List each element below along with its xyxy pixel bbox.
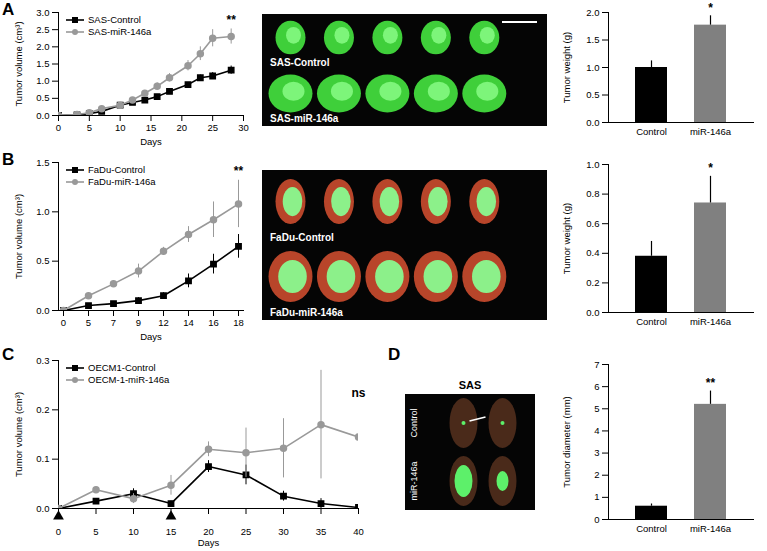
- html-text:FaDu-miR-146a: FaDu-miR-146a: [88, 176, 156, 187]
- svg-text:SAS-Control: SAS-Control: [270, 57, 330, 68]
- svg-text:Control: Control: [636, 523, 667, 534]
- svg-text:1.5: 1.5: [36, 58, 49, 69]
- svg-text:3.0: 3.0: [36, 7, 49, 18]
- svg-text:9: 9: [136, 317, 141, 328]
- svg-text:5: 5: [86, 317, 91, 328]
- svg-text:**: **: [226, 13, 236, 27]
- html-text:D: D: [388, 345, 401, 364]
- svg-text:25: 25: [207, 122, 218, 133]
- svg-text:0.6: 0.6: [586, 218, 599, 229]
- svg-text:14: 14: [183, 317, 194, 328]
- svg-text:1.0: 1.0: [586, 159, 599, 170]
- svg-text:Tumor volume (cm³): Tumor volume (cm³): [13, 21, 24, 106]
- svg-text:Tumor weight (g): Tumor weight (g): [561, 32, 572, 103]
- svg-text:Control: Control: [409, 408, 419, 437]
- svg-text:16: 16: [208, 317, 219, 328]
- svg-text:25: 25: [241, 526, 252, 537]
- svg-text:FaDu-Control: FaDu-Control: [270, 232, 334, 243]
- svg-text:0.0: 0.0: [36, 305, 49, 316]
- svg-text:30: 30: [238, 122, 249, 133]
- svg-text:0.5: 0.5: [36, 255, 49, 266]
- svg-text:Control: Control: [636, 316, 667, 327]
- svg-text:Tumor volume (cm³): Tumor volume (cm³): [13, 194, 24, 279]
- html-text:B: B: [2, 150, 15, 169]
- svg-text:SAS: SAS: [459, 379, 482, 391]
- html-text:OECM1-Control: OECM1-Control: [88, 362, 156, 373]
- svg-text:1.0: 1.0: [36, 206, 49, 217]
- svg-text:0: 0: [61, 317, 66, 328]
- svg-text:20: 20: [177, 122, 188, 133]
- svg-text:0.8: 0.8: [586, 188, 599, 199]
- svg-text:3: 3: [594, 447, 599, 458]
- svg-text:30: 30: [278, 526, 289, 537]
- svg-text:FaDu-miR-146a: FaDu-miR-146a: [270, 307, 343, 318]
- svg-text:0.4: 0.4: [586, 247, 599, 258]
- svg-text:Days: Days: [198, 537, 220, 548]
- svg-text:**: **: [234, 164, 244, 178]
- html-text:OECM-1-miR-146a: OECM-1-miR-146a: [88, 374, 170, 385]
- svg-text:15: 15: [146, 122, 157, 133]
- svg-text:0.2: 0.2: [36, 404, 49, 415]
- svg-text:1.0: 1.0: [586, 62, 599, 73]
- svg-text:0: 0: [594, 514, 599, 525]
- svg-text:miR-146a: miR-146a: [690, 523, 732, 534]
- svg-text:Days: Days: [140, 136, 162, 147]
- svg-text:1.5: 1.5: [36, 157, 49, 168]
- svg-text:1.5: 1.5: [586, 34, 599, 45]
- svg-text:*: *: [708, 1, 713, 15]
- svg-text:0.0: 0.0: [586, 117, 599, 128]
- svg-text:4: 4: [594, 425, 599, 436]
- svg-text:7: 7: [111, 317, 116, 328]
- svg-text:Control: Control: [636, 126, 667, 137]
- svg-text:ns: ns: [351, 386, 365, 400]
- svg-text:18: 18: [233, 317, 244, 328]
- html-text:C: C: [2, 345, 15, 364]
- svg-text:SAS-miR-146a: SAS-miR-146a: [270, 113, 339, 124]
- svg-text:*: *: [708, 161, 713, 175]
- svg-text:0.0: 0.0: [36, 110, 49, 121]
- svg-text:Tumor weight (g): Tumor weight (g): [561, 203, 572, 274]
- svg-text:2.5: 2.5: [36, 24, 49, 35]
- svg-text:**: **: [706, 376, 716, 390]
- svg-text:5: 5: [93, 526, 98, 537]
- svg-text:0: 0: [56, 122, 61, 133]
- svg-text:0.5: 0.5: [586, 89, 599, 100]
- svg-text:35: 35: [316, 526, 327, 537]
- svg-text:40: 40: [353, 526, 364, 537]
- svg-text:miR-146a: miR-146a: [690, 126, 732, 137]
- svg-text:7: 7: [594, 359, 599, 370]
- svg-text:1: 1: [594, 491, 599, 502]
- svg-text:0.1: 0.1: [36, 453, 49, 464]
- svg-text:0.0: 0.0: [36, 503, 49, 514]
- svg-text:miR-146a: miR-146a: [690, 316, 732, 327]
- svg-text:Tumor diameter (mm): Tumor diameter (mm): [561, 396, 572, 488]
- html-text:A: A: [2, 0, 15, 19]
- svg-text:Tumor volume (cm³): Tumor volume (cm³): [13, 392, 24, 477]
- html-text:FaDu-Control: FaDu-Control: [88, 164, 145, 175]
- svg-text:miR-146a: miR-146a: [409, 461, 419, 500]
- svg-text:5: 5: [594, 403, 599, 414]
- svg-text:0.5: 0.5: [36, 92, 49, 103]
- svg-text:0.3: 0.3: [36, 355, 49, 366]
- svg-text:20: 20: [203, 526, 214, 538]
- svg-text:12: 12: [158, 317, 169, 328]
- svg-text:10: 10: [115, 122, 126, 133]
- svg-text:0: 0: [56, 526, 61, 537]
- html-text:SAS-miR-146a: SAS-miR-146a: [88, 26, 152, 37]
- svg-text:1.0: 1.0: [36, 75, 49, 86]
- html-text:SAS-Control: SAS-Control: [88, 14, 141, 25]
- svg-text:6: 6: [594, 381, 599, 392]
- svg-text:2: 2: [594, 469, 599, 480]
- svg-text:2.0: 2.0: [36, 41, 49, 52]
- svg-text:5: 5: [87, 122, 92, 133]
- svg-text:Days: Days: [140, 331, 162, 342]
- svg-text:10: 10: [128, 526, 139, 537]
- svg-text:0.0: 0.0: [586, 307, 599, 318]
- svg-text:2.0: 2.0: [586, 7, 599, 18]
- svg-text:15: 15: [166, 526, 177, 537]
- svg-text:0.2: 0.2: [586, 277, 599, 288]
